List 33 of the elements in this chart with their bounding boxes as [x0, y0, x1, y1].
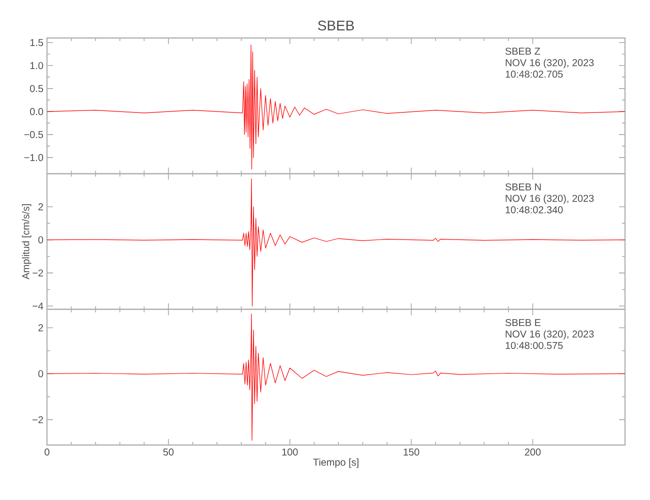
- annotation: SBEB N: [505, 183, 541, 190]
- line-series: [47, 178, 626, 306]
- y-axis-title: Amplitud [cm/s/s]: [22, 204, 32, 280]
- y-tick-label: 0: [38, 236, 44, 244]
- x-tick-label: 100: [282, 448, 298, 456]
- y-tick-label: −0.5: [24, 131, 44, 138]
- annotation: NOV 16 (320), 2023: [506, 58, 594, 68]
- annotation: SBEB Z: [505, 48, 540, 55]
- annotation: SBEB E: [505, 319, 541, 326]
- y-tick-label: 1.0: [30, 62, 44, 70]
- y-tick-label: 1.5: [30, 39, 44, 46]
- y-tick-label: 2: [38, 203, 43, 210]
- line-series: [47, 314, 626, 441]
- y-tick-label: −4: [32, 302, 44, 310]
- y-tick-label: −2: [32, 269, 43, 276]
- y-tick-label: 0.0: [30, 108, 44, 116]
- annotation: 10:48:02.705: [506, 70, 563, 78]
- annotation: 10:48:00.575: [506, 342, 563, 349]
- annotation: 10:48:02.340: [506, 206, 563, 214]
- y-tick-label: 2: [38, 324, 43, 332]
- line-series: [47, 44, 626, 170]
- annotation: NOV 16 (320), 2023: [506, 194, 594, 204]
- y-tick-label: 0.5: [30, 85, 44, 92]
- y-tick-label: 0: [38, 370, 44, 378]
- x-tick-label: 50: [163, 448, 174, 456]
- y-tick-label: −1.0: [24, 154, 44, 162]
- annotation: NOV 16 (320), 2023: [506, 330, 594, 340]
- y-tick-label: −2: [32, 416, 43, 424]
- x-tick-label: 150: [404, 448, 420, 456]
- x-tick-label: 200: [524, 448, 541, 456]
- x-axis-title: Tiempo [s]: [313, 458, 358, 468]
- x-tick-label: 0: [44, 448, 50, 456]
- chart-title: SBEB: [318, 20, 354, 30]
